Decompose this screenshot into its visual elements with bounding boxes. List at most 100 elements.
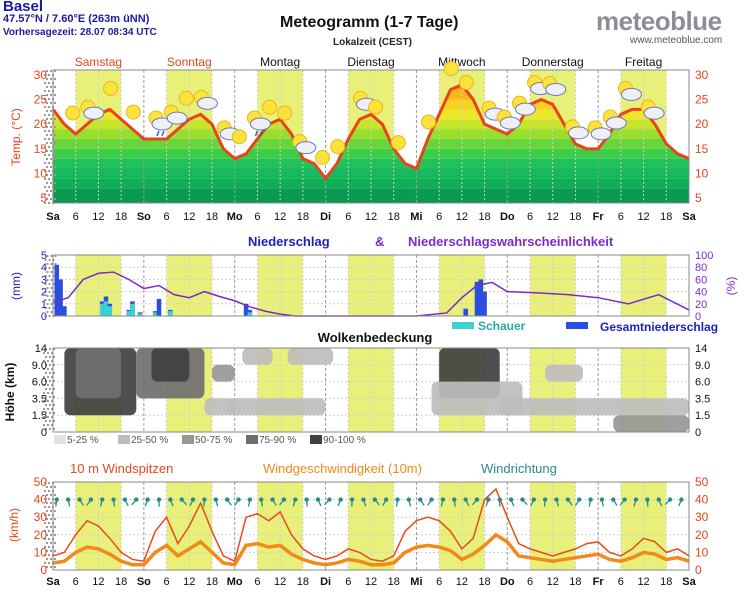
brand-logo[interactable]: meteoblue — [596, 6, 722, 36]
cloud-icon — [166, 111, 188, 125]
cloud-tick-left: 1.5 — [32, 410, 47, 422]
past-hatch — [44, 98, 46, 100]
wind-dir-arrow — [234, 499, 240, 506]
time-tick-label-bottom: 6 — [345, 576, 351, 588]
time-tick-label-bottom: 18 — [206, 576, 218, 588]
time-tick-label: 12 — [183, 211, 195, 223]
cloud-tick-left: 3.5 — [32, 393, 47, 405]
precip-probability-line — [52, 271, 690, 317]
past-hatch — [54, 126, 56, 128]
past-hatch — [54, 70, 56, 72]
past-hatch — [44, 82, 46, 84]
past-hatch — [44, 299, 47, 301]
cloud-cover-area — [204, 398, 235, 416]
past-hatch — [46, 158, 48, 160]
page-title: Meteogramm (1-7 Tage) — [280, 14, 459, 31]
past-hatch — [48, 514, 50, 516]
past-hatch — [44, 291, 47, 293]
cloud-icon — [83, 106, 105, 120]
wind-dir-dot — [100, 497, 105, 502]
past-hatch — [46, 166, 48, 168]
past-hatch — [54, 118, 56, 120]
past-hatch — [48, 138, 50, 140]
sun-icon — [368, 99, 384, 115]
time-tick-label-bottom: 18 — [388, 576, 400, 588]
brand-url[interactable]: www.meteoblue.com — [630, 35, 723, 46]
wind-dir-arrow — [112, 499, 116, 507]
past-hatch — [48, 546, 50, 548]
wind-dir-dot — [315, 497, 321, 502]
cloud-icon — [567, 126, 589, 140]
sun-icon — [103, 80, 119, 96]
past-hatch — [53, 396, 55, 398]
past-hatch — [44, 130, 46, 132]
past-hatch — [54, 134, 56, 136]
temp-tick-left: 20 — [34, 117, 48, 131]
past-hatch — [44, 283, 47, 285]
wind-dir-dot — [656, 497, 661, 502]
past-hatch — [44, 162, 46, 164]
past-hatch — [49, 420, 51, 422]
shower-bar — [247, 312, 253, 316]
cloud-icon — [643, 106, 665, 120]
wind-dir-dot — [361, 497, 366, 502]
past-hatch — [46, 182, 48, 184]
past-hatch — [48, 146, 50, 148]
past-hatch — [51, 416, 53, 418]
past-hatch — [50, 255, 53, 257]
time-tick-label-bottom: 6 — [164, 576, 170, 588]
day-label: Samstag — [75, 55, 122, 69]
wind-dir-arrow — [619, 499, 626, 506]
temp-band — [53, 168, 689, 179]
past-hatch — [54, 94, 56, 96]
wind-dir-dot — [304, 497, 309, 502]
time-tick-label-bottom: 18 — [478, 576, 490, 588]
cloud-legend-swatch — [310, 435, 322, 444]
past-hatch — [49, 372, 51, 374]
past-hatch — [45, 420, 47, 422]
past-hatch — [50, 534, 52, 536]
cloud-legend-swatch — [54, 435, 66, 444]
wind-dir-arrow — [317, 499, 322, 507]
past-hatch — [44, 315, 47, 317]
past-hatch — [48, 186, 50, 188]
wind-dir-arrow — [543, 499, 546, 507]
wind-dir-arrow — [612, 499, 618, 506]
past-hatch — [46, 502, 48, 504]
precip-tick-left: 0 — [41, 311, 47, 323]
past-hatch — [49, 396, 51, 398]
past-hatch — [46, 518, 48, 520]
cloud-tick-left: 14 — [35, 343, 47, 355]
precip-tick-right: 80 — [695, 262, 707, 274]
wind-dir-arrow — [588, 499, 592, 507]
past-hatch — [53, 412, 55, 414]
past-hatch — [45, 396, 47, 398]
cloud-tick-right: 3.5 — [695, 393, 710, 405]
past-hatch — [50, 110, 52, 112]
cloud-icon — [590, 127, 612, 141]
past-hatch — [48, 522, 50, 524]
cloud-cover-area — [287, 348, 334, 365]
wind-dir-arrow — [247, 499, 251, 507]
wind-gust-title: 10 m Windspitzen — [70, 461, 173, 476]
past-hatch — [44, 106, 46, 108]
time-tick-label-bottom: 12 — [274, 576, 286, 588]
time-tick-label-bottom: Sa — [682, 576, 696, 588]
wind-dir-arrow — [55, 499, 58, 507]
past-hatch — [43, 360, 45, 362]
past-hatch — [50, 502, 52, 504]
past-hatch — [54, 198, 56, 200]
cloud-cover-area — [227, 398, 326, 416]
past-hatch — [44, 267, 47, 269]
time-tick-label-bottom: 18 — [115, 576, 127, 588]
day-label: Donnerstag — [522, 55, 584, 69]
sun-icon — [330, 139, 346, 155]
past-hatch — [48, 170, 50, 172]
wind-dir-arrow — [260, 499, 264, 507]
wind-tick-right: 0 — [695, 563, 702, 577]
wind-dir-arrow — [272, 499, 277, 506]
cloud-cover-area — [499, 398, 689, 416]
past-hatch — [53, 388, 55, 390]
wind-dir-arrow — [169, 499, 174, 507]
temp-band — [53, 148, 689, 159]
